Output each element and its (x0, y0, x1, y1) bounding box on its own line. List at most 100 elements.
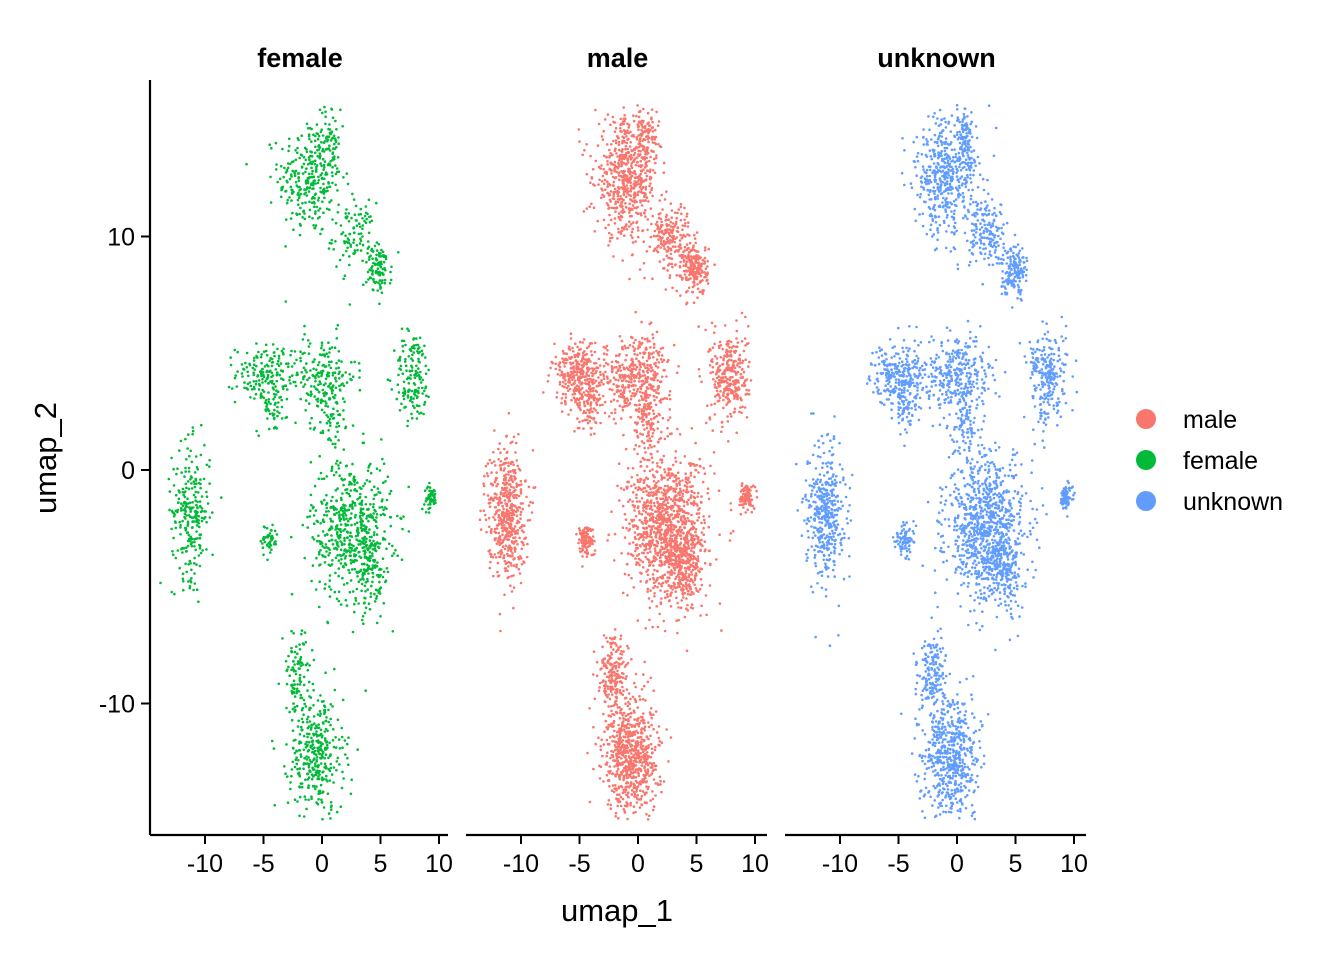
point (723, 324, 727, 327)
point (699, 274, 703, 278)
point (267, 370, 271, 374)
point (321, 530, 325, 533)
point (343, 562, 347, 565)
point (290, 592, 294, 596)
point (389, 270, 392, 274)
point (328, 579, 332, 582)
point (317, 750, 320, 753)
point (328, 398, 332, 401)
point (303, 556, 307, 560)
point (421, 507, 424, 511)
point (357, 543, 360, 546)
point (613, 176, 617, 180)
point (184, 470, 187, 473)
point (342, 565, 345, 569)
point (324, 171, 328, 174)
point (644, 215, 647, 218)
point (190, 508, 193, 511)
point (376, 267, 380, 271)
point (373, 542, 377, 545)
point (291, 729, 295, 732)
point (571, 361, 575, 365)
point (666, 228, 670, 231)
point (576, 426, 580, 430)
point (367, 258, 371, 261)
point (416, 347, 420, 351)
point (364, 495, 368, 499)
point (695, 231, 699, 234)
point (651, 336, 655, 340)
point (334, 221, 338, 225)
point (325, 352, 329, 356)
point (348, 546, 352, 549)
point (613, 408, 617, 411)
point (379, 615, 382, 618)
point (617, 185, 620, 189)
point (290, 718, 294, 722)
point (270, 739, 274, 743)
point (345, 215, 348, 218)
point (330, 415, 333, 418)
point (317, 477, 321, 481)
point (622, 433, 625, 437)
point (405, 369, 408, 373)
point (315, 132, 319, 135)
point (271, 343, 275, 346)
point (313, 226, 316, 230)
point (600, 135, 604, 138)
point (735, 380, 739, 384)
point (483, 474, 486, 478)
point (312, 187, 315, 190)
point (322, 348, 326, 352)
point (589, 407, 593, 410)
point (299, 356, 302, 360)
point (315, 167, 318, 171)
point (610, 370, 614, 373)
point (321, 190, 325, 194)
point (710, 321, 714, 325)
point (368, 545, 371, 548)
point (687, 269, 691, 273)
point (609, 379, 612, 383)
point (304, 368, 307, 372)
point (329, 382, 333, 385)
point (310, 503, 313, 507)
point (575, 373, 578, 377)
point (270, 548, 273, 551)
point (739, 398, 743, 401)
point (649, 207, 653, 210)
point (632, 114, 635, 117)
point (333, 506, 337, 510)
point (312, 758, 315, 762)
point (367, 519, 370, 523)
point (357, 213, 361, 216)
point (168, 508, 171, 512)
point (666, 269, 669, 272)
point (346, 523, 350, 527)
point (656, 440, 660, 444)
point (175, 472, 178, 476)
point (669, 220, 672, 224)
point (613, 411, 617, 415)
point (319, 162, 322, 165)
point (634, 368, 637, 371)
point (305, 182, 308, 185)
point (608, 154, 611, 158)
point (384, 268, 387, 272)
point (337, 424, 341, 428)
point (328, 123, 331, 126)
point (172, 515, 176, 518)
point (302, 675, 306, 679)
point (648, 159, 651, 163)
point (637, 415, 640, 419)
point (373, 485, 376, 489)
point (180, 502, 183, 505)
facet-panel-female: female-10 -5 0 5 10 (150, 43, 453, 878)
point (372, 512, 375, 515)
point (586, 408, 589, 412)
point (177, 497, 181, 501)
point (641, 356, 645, 359)
point (581, 381, 584, 385)
point (620, 200, 624, 204)
point (317, 134, 321, 138)
